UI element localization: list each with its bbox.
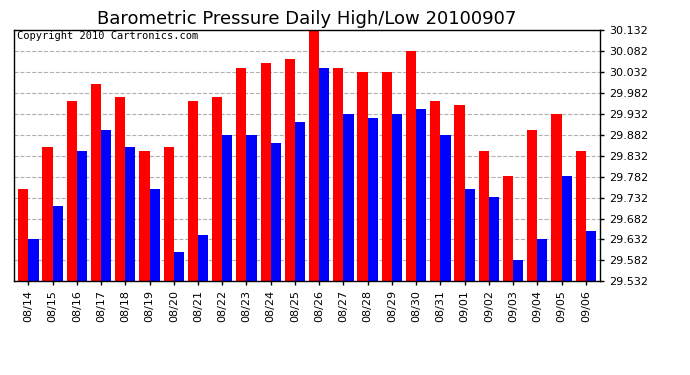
Bar (188, 101, 198, 281)
Bar (212, 97, 222, 281)
Bar (562, 176, 572, 281)
Bar (464, 189, 475, 281)
Bar (67, 101, 77, 281)
Bar (236, 68, 246, 281)
Bar (430, 101, 440, 281)
Bar (198, 235, 208, 281)
Bar (246, 135, 257, 281)
Bar (333, 68, 344, 281)
Bar (115, 97, 126, 281)
Bar (295, 122, 305, 281)
Bar (285, 59, 295, 281)
Bar (319, 68, 329, 281)
Bar (513, 260, 523, 281)
Bar (440, 135, 451, 281)
Bar (392, 114, 402, 281)
Bar (164, 147, 174, 281)
Bar (551, 114, 562, 281)
Bar (261, 63, 270, 281)
Bar (18, 189, 28, 281)
Bar (538, 239, 547, 281)
Bar (126, 147, 135, 281)
Bar (309, 30, 319, 281)
Bar (368, 118, 378, 281)
Bar (382, 72, 392, 281)
Bar (52, 206, 63, 281)
Bar (479, 151, 489, 281)
Bar (503, 176, 513, 281)
Bar (150, 189, 159, 281)
Bar (489, 197, 499, 281)
Bar (270, 143, 281, 281)
Bar (42, 147, 52, 281)
Bar (406, 51, 416, 281)
Bar (101, 130, 111, 281)
Bar (91, 84, 101, 281)
Text: Copyright 2010 Cartronics.com: Copyright 2010 Cartronics.com (17, 31, 198, 41)
Bar (455, 105, 464, 281)
Bar (527, 130, 538, 281)
Bar (344, 114, 353, 281)
Bar (575, 151, 586, 281)
Bar (586, 231, 596, 281)
Title: Barometric Pressure Daily High/Low 20100907: Barometric Pressure Daily High/Low 20100… (97, 10, 517, 28)
Bar (139, 151, 150, 281)
Bar (77, 151, 87, 281)
Bar (174, 252, 184, 281)
Bar (416, 110, 426, 281)
Bar (28, 239, 39, 281)
Bar (222, 135, 233, 281)
Bar (357, 72, 368, 281)
